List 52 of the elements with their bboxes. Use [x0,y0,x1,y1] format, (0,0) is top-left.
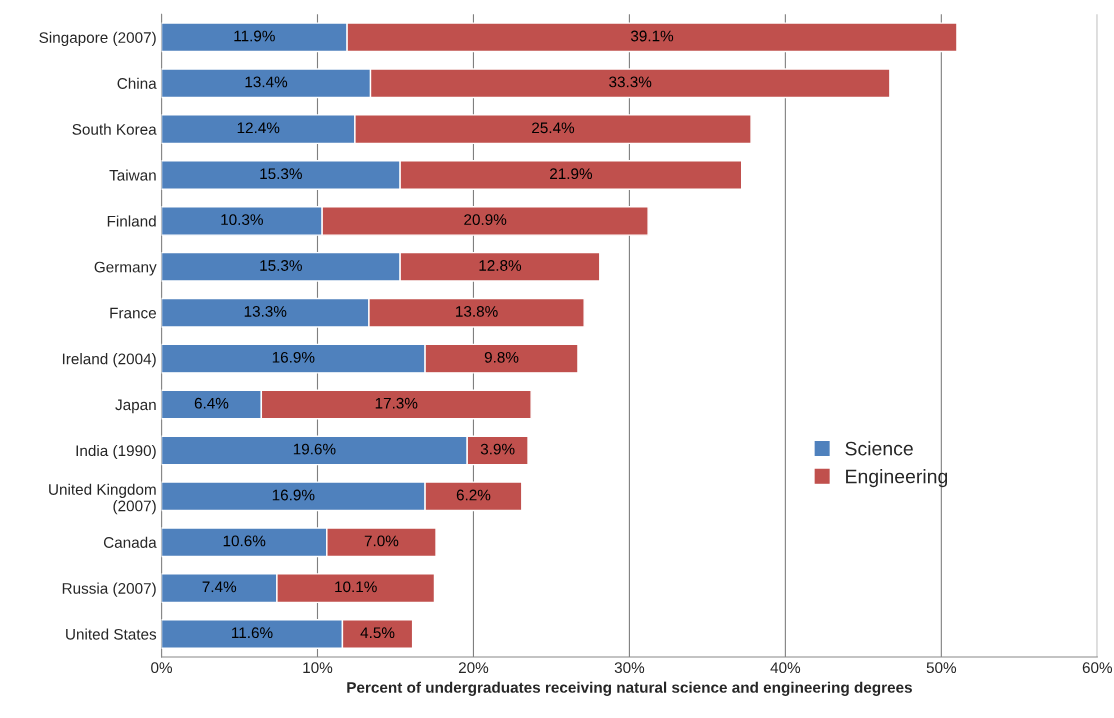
data-label: 21.9% [550,168,593,180]
data-label: 10.3% [221,214,263,226]
data-label: 11.9% [234,30,275,42]
data-label: 13.4% [245,76,288,88]
data-label: 15.3% [260,168,302,180]
data-label: 39.1% [630,30,674,42]
y-tick-label: United Kingdom (2007) [49,483,156,515]
data-label: 7.0% [364,535,399,547]
y-tick-label: Singapore (2007) [39,31,156,47]
x-tick-label: 0% [151,662,173,674]
data-label: 6.2% [456,489,491,501]
y-tick-label: South Korea [72,123,157,135]
data-label: 15.3% [260,260,302,271]
data-label: 12.4% [237,122,280,134]
y-tick-label: Ireland (2004) [62,353,156,368]
x-tick-label: 40% [770,662,801,674]
data-label: 25.4% [532,122,575,134]
data-label: 9.8% [484,351,519,363]
y-tick-label: Taiwan [109,169,156,181]
data-label: 33.3% [609,76,652,88]
legend-label: Engineering [846,469,948,488]
data-label: 10.6% [223,535,266,547]
x-tick-label: 10% [303,662,333,674]
data-label: 16.9% [272,351,315,363]
y-tick-label: France [110,307,156,319]
x-tick-label: 60% [1082,662,1113,674]
data-label: 17.3% [375,397,418,409]
x-axis-title: Percent of undergraduates receiving natural science and engineering degrees [347,681,912,696]
data-label: 6.4% [194,397,229,409]
y-tick-label: Russia (2007) [62,582,156,597]
y-tick-label: Canada [103,536,157,548]
data-label: 13.8% [456,306,498,317]
data-label: 4.5% [360,627,395,639]
data-label: 13.3% [244,306,287,317]
y-tick-label: India (1990) [76,444,156,460]
data-label: 20.9% [464,214,507,226]
y-tick-label: Japan [115,399,156,414]
x-tick-label: 20% [458,662,489,674]
y-tick-label: United States [66,628,157,640]
data-label: 19.6% [293,443,336,455]
y-tick-label: Finland [107,215,156,227]
y-tick-label: Germany [94,261,157,276]
data-label: 11.6% [232,627,273,639]
legend-label: Science [845,441,913,456]
data-label: 12.8% [479,260,522,271]
data-label: 3.9% [480,443,515,455]
y-tick-label: China [117,77,157,89]
x-tick-label: 50% [926,662,957,674]
data-label: 16.9% [272,489,315,501]
x-tick-label: 30% [614,662,645,674]
data-label: 10.1% [335,581,377,593]
data-label: 7.4% [202,581,237,593]
